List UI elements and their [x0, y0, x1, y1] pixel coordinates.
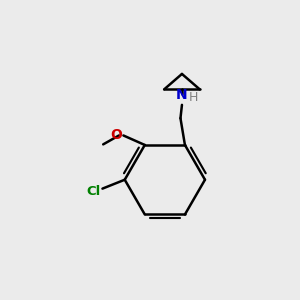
Text: O: O [110, 128, 122, 142]
Text: N: N [176, 88, 188, 103]
Text: Cl: Cl [87, 184, 101, 197]
Text: H: H [189, 91, 198, 104]
